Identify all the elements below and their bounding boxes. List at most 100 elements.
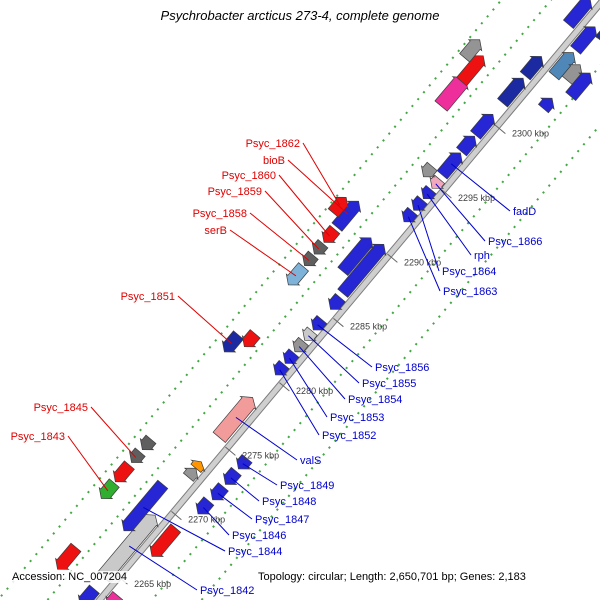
gene-Psyc_1853[interactable] [279, 348, 301, 369]
gene-serB[interactable] [282, 261, 310, 290]
gene-label-bioB[interactable]: bioB [263, 155, 285, 167]
gene-arrow[interactable] [336, 239, 390, 299]
gene-Psyc_1849[interactable] [232, 453, 254, 474]
gene-arrow[interactable] [102, 590, 125, 600]
gene-arrow[interactable] [336, 232, 377, 277]
footer-topology: Topology: circular; Length: 2,650,701 bp… [256, 571, 528, 583]
gene-Psyc_1843[interactable] [95, 478, 121, 504]
tick-mark [441, 189, 452, 199]
gene-label-Psyc_1849[interactable]: Psyc_1849 [280, 480, 334, 492]
gene-rph[interactable] [417, 184, 438, 204]
gene-label-Psyc_1848[interactable]: Psyc_1848 [262, 496, 316, 508]
gene-arrow[interactable] [455, 131, 481, 157]
gene-arrow[interactable] [74, 584, 101, 600]
gene-label-Psyc_1852[interactable]: Psyc_1852 [322, 430, 376, 442]
gene-Psyc_1852[interactable] [269, 359, 291, 380]
gene-fadD[interactable] [436, 148, 467, 181]
gene-arrow[interactable] [458, 34, 486, 63]
gene-arrow[interactable] [469, 109, 499, 141]
gene-label-Psyc_1845[interactable]: Psyc_1845 [34, 402, 88, 414]
label-leader-line [143, 507, 226, 552]
label-leader-line [289, 357, 328, 418]
tick-label: 2270 kbp [188, 515, 225, 525]
gene-label-Psyc_1855[interactable]: Psyc_1855 [362, 378, 416, 390]
gene-bioB[interactable] [330, 196, 365, 233]
gene-valS[interactable] [212, 391, 261, 444]
gene-label-rph[interactable]: rph [474, 250, 490, 262]
gene-arrow[interactable] [417, 161, 439, 182]
gene-Psyc_1862[interactable] [327, 192, 353, 218]
gene-Psyc_1863[interactable] [397, 206, 419, 227]
gene-Psyc_1866[interactable] [426, 174, 447, 194]
gene-Psyc_1851[interactable] [218, 330, 245, 358]
gene-arrow[interactable] [182, 463, 203, 483]
gene-Psyc_1845[interactable] [125, 447, 147, 468]
gene-label-Psyc_1858[interactable]: Psyc_1858 [193, 208, 247, 220]
gene-label-Psyc_1851[interactable]: Psyc_1851 [121, 291, 175, 303]
label-leader-line [317, 324, 373, 368]
gene-label-Psyc_1854[interactable]: Psyc_1854 [348, 394, 402, 406]
label-leader-line [450, 163, 511, 212]
label-leader-line [217, 492, 253, 520]
gene-arrow[interactable] [519, 51, 548, 81]
label-leader-line [177, 295, 232, 344]
tick-label: 2300 kbp [512, 129, 549, 139]
label-leader-line [417, 204, 440, 272]
gene-Psyc_1856[interactable] [307, 314, 329, 335]
gene-arrow[interactable] [547, 47, 579, 81]
label-leader-line [128, 545, 198, 591]
gene-Psyc_1855[interactable] [298, 326, 319, 346]
gene-labels: Psyc_1842 Psyc_1844 Psyc_1843 Psyc_1845 Psyc… [11, 138, 543, 597]
gene-label-Psyc_1866[interactable]: Psyc_1866 [488, 236, 542, 248]
gene-arrow[interactable] [189, 456, 207, 473]
gene-Psyc_1848[interactable] [219, 466, 243, 490]
gene-arrow[interactable] [109, 460, 136, 488]
tick-mark [495, 124, 506, 135]
gene-label-Psyc_1862[interactable]: Psyc_1862 [246, 138, 300, 150]
gene-label-Psyc_1864[interactable]: Psyc_1864 [442, 266, 496, 278]
label-leader-line [287, 159, 349, 215]
gene-label-Psyc_1863[interactable]: Psyc_1863 [443, 286, 497, 298]
gene-arrow[interactable] [136, 434, 158, 455]
gene-Psyc_1844[interactable] [117, 479, 169, 536]
gene-label-fadD[interactable]: fadD [513, 206, 536, 218]
label-leader-lines [67, 142, 511, 591]
gene-label-Psyc_1844[interactable]: Psyc_1844 [228, 546, 282, 558]
label-leader-line [264, 190, 319, 250]
gene-arrow[interactable] [564, 68, 596, 102]
gene-label-Psyc_1856[interactable]: Psyc_1856 [375, 362, 429, 374]
gene-arrow[interactable] [562, 0, 597, 30]
gene-label-Psyc_1843[interactable]: Psyc_1843 [11, 431, 65, 443]
gene-arrow[interactable] [569, 21, 600, 55]
gene-Psyc_1860[interactable] [318, 224, 342, 248]
gene-label-serB[interactable]: serB [204, 225, 227, 237]
gene-Psyc_1847[interactable] [206, 481, 230, 505]
label-leader-line [308, 335, 360, 384]
footer-accession: Accession: NC_007204 [10, 571, 129, 583]
gene-label-Psyc_1847[interactable]: Psyc_1847 [255, 514, 309, 526]
gene-arrow[interactable] [145, 523, 182, 562]
gene-label-valS[interactable]: valS [300, 455, 321, 467]
ring-divider-dotted-line [73, 0, 600, 600]
label-leader-line [298, 346, 346, 400]
gene-arrow[interactable] [51, 542, 82, 575]
gene-label-Psyc_1842[interactable]: Psyc_1842 [200, 585, 254, 597]
tick-label: 2265 kbp [134, 579, 171, 589]
gene-arrow[interactable] [537, 93, 559, 114]
gene-label-Psyc_1860[interactable]: Psyc_1860 [222, 170, 276, 182]
gene-label-Psyc_1846[interactable]: Psyc_1846 [232, 530, 286, 542]
genome-title: Psychrobacter arcticus 273-4, complete g… [160, 8, 440, 23]
gene-Psyc_1846[interactable] [192, 496, 216, 520]
ring-divider-dotted-line [12, 0, 597, 600]
gene-label-Psyc_1859[interactable]: Psyc_1859 [208, 186, 262, 198]
tick-mark [171, 510, 182, 521]
gene-label-Psyc_1853[interactable]: Psyc_1853 [330, 412, 384, 424]
ring-divider-dotted-line [102, 21, 600, 600]
gene-arrow[interactable] [324, 292, 347, 315]
gene-arrow[interactable] [496, 73, 530, 108]
gene-Psyc_1859[interactable] [308, 238, 330, 259]
label-leader-line [279, 369, 320, 436]
gene-arrow[interactable] [238, 328, 262, 352]
gene-Psyc_1854[interactable] [288, 336, 310, 357]
